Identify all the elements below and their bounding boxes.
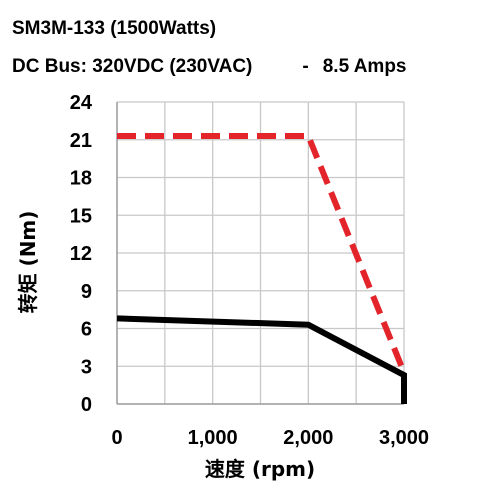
y-tick-label-4: 12 [70, 243, 92, 265]
axes [116, 102, 404, 405]
dc-bus-label: DC Bus: 320VDC (230VAC) [12, 56, 253, 77]
peak-torque-line [117, 133, 407, 374]
x-tick-labels: 0 1,000 2,000 3,000 [111, 427, 429, 449]
y-tick-label-8: 24 [70, 92, 93, 114]
y-tick-label-0: 0 [81, 394, 92, 416]
dash-separator: - [302, 56, 309, 77]
x-tick-label-3: 3,000 [379, 427, 429, 449]
y-tick-label-6: 18 [70, 168, 92, 190]
continuous-torque-line [116, 315, 407, 404]
x-axis-label: 速度 (rpm) [205, 457, 315, 481]
series-lines [116, 133, 407, 404]
y-tick-label-7: 21 [70, 130, 92, 152]
x-tick-label-0: 0 [111, 427, 122, 449]
y-axis-label: 转矩 (Nm) [16, 211, 40, 314]
chart-title-model: SM3M-133 (1500Watts) [12, 18, 217, 39]
x-tick-label-1: 1,000 [188, 427, 238, 449]
y-tick-label-5: 15 [70, 205, 92, 227]
chart-title-bus: DC Bus: 320VDC (230VAC) -8.5 Amps [12, 56, 407, 78]
y-tick-label-1: 3 [81, 356, 92, 378]
amps-label: 8.5 Amps [322, 56, 407, 77]
x-tick-label-2: 2,000 [283, 427, 333, 449]
y-tick-labels: 0 3 6 9 12 15 18 21 24 [70, 92, 93, 416]
y-tick-label-3: 9 [81, 281, 92, 303]
grid-lines [117, 101, 405, 404]
y-tick-label-2: 6 [81, 319, 92, 341]
